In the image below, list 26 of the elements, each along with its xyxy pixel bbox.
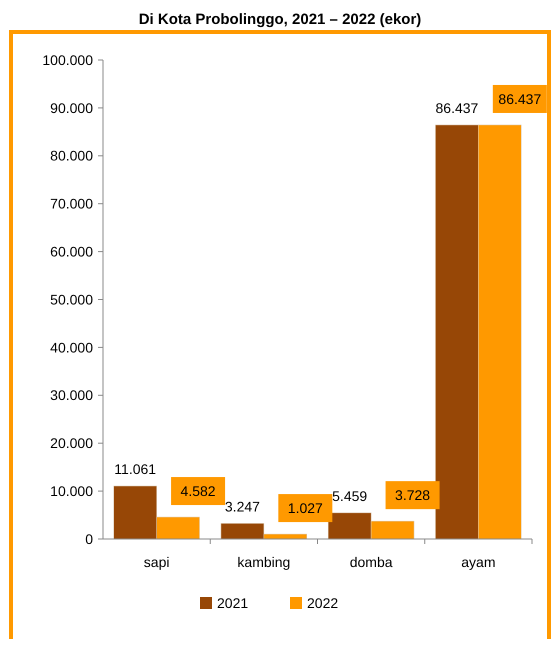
legend-label: 2022 — [307, 595, 338, 611]
y-tick-label: 20.000 — [50, 435, 94, 452]
y-tick-label: 50.000 — [50, 291, 94, 308]
data-label: 11.061 — [114, 461, 156, 478]
y-tick-label: 40.000 — [50, 339, 94, 356]
y-tick-label: 80.000 — [50, 148, 94, 164]
y-tick-label: 0 — [85, 530, 94, 547]
y-tick-label: 10.000 — [50, 483, 94, 499]
x-tick-label: ayam — [461, 554, 496, 570]
data-label: 86.437 — [498, 90, 542, 107]
legend-label: 2021 — [217, 595, 248, 611]
chart-title: Di Kota Probolinggo, 2021 – 2022 (ekor) — [138, 11, 422, 28]
y-tick-label: 30.000 — [50, 387, 94, 404]
data-label: 4.582 — [180, 483, 216, 500]
data-label: 5.459 — [332, 488, 368, 504]
y-tick-label: 60.000 — [50, 244, 94, 260]
x-tick-label: domba — [350, 554, 393, 570]
y-tick-label: 70.000 — [50, 196, 94, 212]
data-label: 86.437 — [436, 100, 479, 116]
x-tick-label: kambing — [237, 554, 290, 570]
y-tick-label: 100.000 — [42, 52, 94, 68]
data-label: 1.027 — [288, 500, 324, 516]
y-tick-label: 90.000 — [50, 100, 94, 116]
x-tick-label: sapi — [144, 554, 170, 570]
data-label: 3.247 — [224, 498, 260, 514]
data-label: 3.728 — [395, 487, 430, 504]
